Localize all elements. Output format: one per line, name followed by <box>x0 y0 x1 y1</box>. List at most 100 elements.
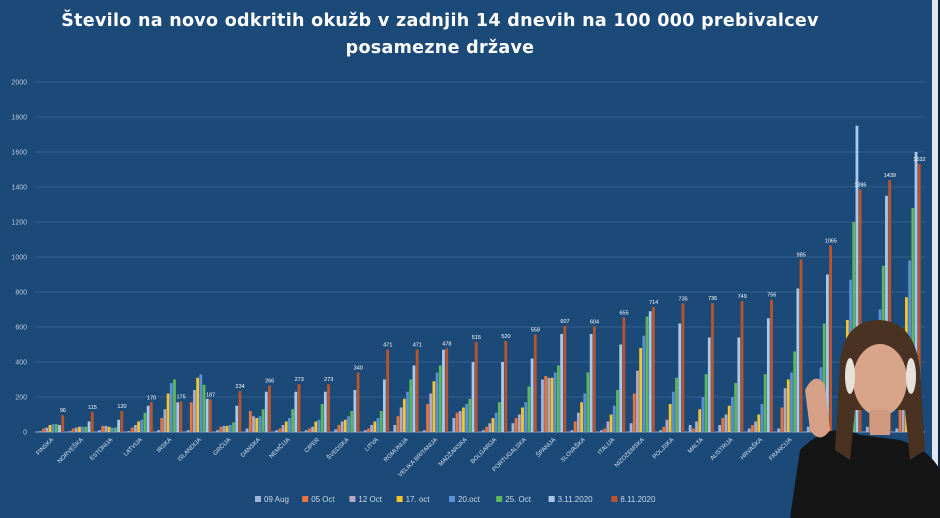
bar-09-aug <box>806 426 810 432</box>
x-category-label: ŠVEDSKA <box>326 436 351 461</box>
data-label: 714 <box>649 300 658 306</box>
data-label: 266 <box>265 378 274 384</box>
bar-8-11-2020 <box>386 349 389 432</box>
bar-8-11-2020 <box>799 259 803 432</box>
bar-20-oct <box>376 418 380 432</box>
bar-05-oct <box>632 393 636 432</box>
bar-12-oct <box>45 427 49 432</box>
bar-17-oct <box>727 405 731 432</box>
x-category-label: CIPER <box>304 437 322 455</box>
legend-entry[interactable]: 20.oct <box>458 495 481 504</box>
bar-25-oct <box>911 208 915 432</box>
x-category-label: ROMUNIJA <box>383 437 409 463</box>
bar-05-oct <box>721 418 725 432</box>
bar-09-aug <box>68 431 72 432</box>
data-label: 115 <box>88 405 97 411</box>
chart-title: Število na novo odkritih okužb v zadnjih… <box>61 11 819 58</box>
bar-3-11-2020 <box>323 391 327 432</box>
bar-17-oct <box>166 393 170 432</box>
bar-20-oct <box>524 402 528 432</box>
data-label: 515 <box>472 335 481 341</box>
legend-entry[interactable]: 09 Aug <box>264 495 289 504</box>
bar-05-oct <box>337 425 341 432</box>
bar-25-oct <box>350 411 354 432</box>
bar-12-oct <box>724 414 728 432</box>
bar-8-11-2020 <box>504 341 508 432</box>
legend-entry[interactable]: 05 Oct <box>311 495 335 504</box>
data-label: 736 <box>708 296 717 302</box>
bar-8-11-2020 <box>770 299 773 432</box>
bar-17-oct <box>255 418 259 432</box>
bar-17-oct <box>757 414 761 432</box>
x-category-label: HRVAŠKA <box>739 436 764 461</box>
bar-8-11-2020 <box>238 391 242 432</box>
bar-09-aug <box>39 431 42 432</box>
legend-swatch <box>611 496 618 502</box>
data-label: 655 <box>619 310 628 316</box>
bar-25-oct <box>438 365 442 432</box>
bar-3-11-2020 <box>235 405 239 432</box>
data-label: 120 <box>117 404 126 410</box>
bar-17-oct <box>196 377 200 432</box>
bar-09-aug <box>865 426 869 432</box>
x-category-label: IRSKA <box>156 437 173 454</box>
bar-09-aug <box>127 431 131 432</box>
bar-8-11-2020 <box>681 303 685 432</box>
bar-3-11-2020 <box>87 421 91 432</box>
bar-09-aug <box>570 430 574 432</box>
bar-3-11-2020 <box>294 391 298 432</box>
bar-09-aug <box>216 430 219 432</box>
bar-05-oct <box>367 428 370 432</box>
y-tick-label: 600 <box>15 325 27 332</box>
legend-swatch <box>548 496 555 502</box>
bar-20-oct <box>731 397 734 432</box>
bar-25-oct <box>291 409 295 432</box>
bar-20-oct <box>258 416 262 432</box>
bar-17-oct <box>786 379 790 432</box>
bar-09-aug <box>747 428 751 432</box>
data-label: 273 <box>295 377 304 383</box>
bar-05-oct <box>573 421 577 432</box>
y-tick-label: 1600 <box>11 150 27 157</box>
legend-entry[interactable]: 12 Oct <box>358 495 382 504</box>
bar-8-11-2020 <box>179 401 183 432</box>
bar-25-oct <box>793 351 797 432</box>
bar-8-11-2020 <box>327 384 330 432</box>
bar-12-oct <box>517 414 521 432</box>
y-tick-label: 0 <box>23 430 27 437</box>
data-label: 234 <box>236 384 245 390</box>
bar-8-11-2020 <box>90 411 94 432</box>
bar-20-oct <box>317 419 321 432</box>
legend-entry[interactable]: 25. Oct <box>505 495 532 504</box>
legend-entry[interactable]: 17. oct <box>406 495 431 504</box>
bar-3-11-2020 <box>619 344 623 432</box>
bar-05-oct <box>514 418 518 432</box>
bar-8-11-2020 <box>445 348 449 432</box>
legend-entry[interactable]: 8.11.2020 <box>620 495 656 504</box>
bar-09-aug <box>511 423 515 432</box>
bar-3-11-2020 <box>737 337 741 432</box>
bar-8-11-2020 <box>209 399 212 432</box>
bar-05-oct <box>691 428 695 432</box>
bar-20-oct <box>81 426 85 432</box>
bar-09-aug <box>688 425 692 432</box>
x-category-label: ESTONIJA <box>89 437 114 462</box>
bar-17-oct <box>373 421 377 432</box>
legend-swatch <box>496 496 503 502</box>
bar-17-oct <box>402 398 406 432</box>
bar-8-11-2020 <box>829 245 832 432</box>
x-category-label: NORVEŠKA <box>56 436 84 464</box>
bar-09-aug <box>98 430 101 432</box>
bar-3-11-2020 <box>796 288 800 432</box>
bar-25-oct <box>822 323 826 432</box>
bar-05-oct <box>485 426 488 432</box>
bar-17-oct <box>343 419 347 432</box>
bar-8-11-2020 <box>533 334 537 432</box>
x-category-label: ISLANDIJA <box>177 437 203 463</box>
legend-entry[interactable]: 3.11.2020 <box>558 495 594 504</box>
legend-swatch <box>349 496 356 502</box>
bar-17-oct <box>580 402 583 432</box>
bar-25-oct <box>704 374 708 432</box>
bar-8-11-2020 <box>711 303 714 432</box>
bar-12-oct <box>695 421 698 432</box>
